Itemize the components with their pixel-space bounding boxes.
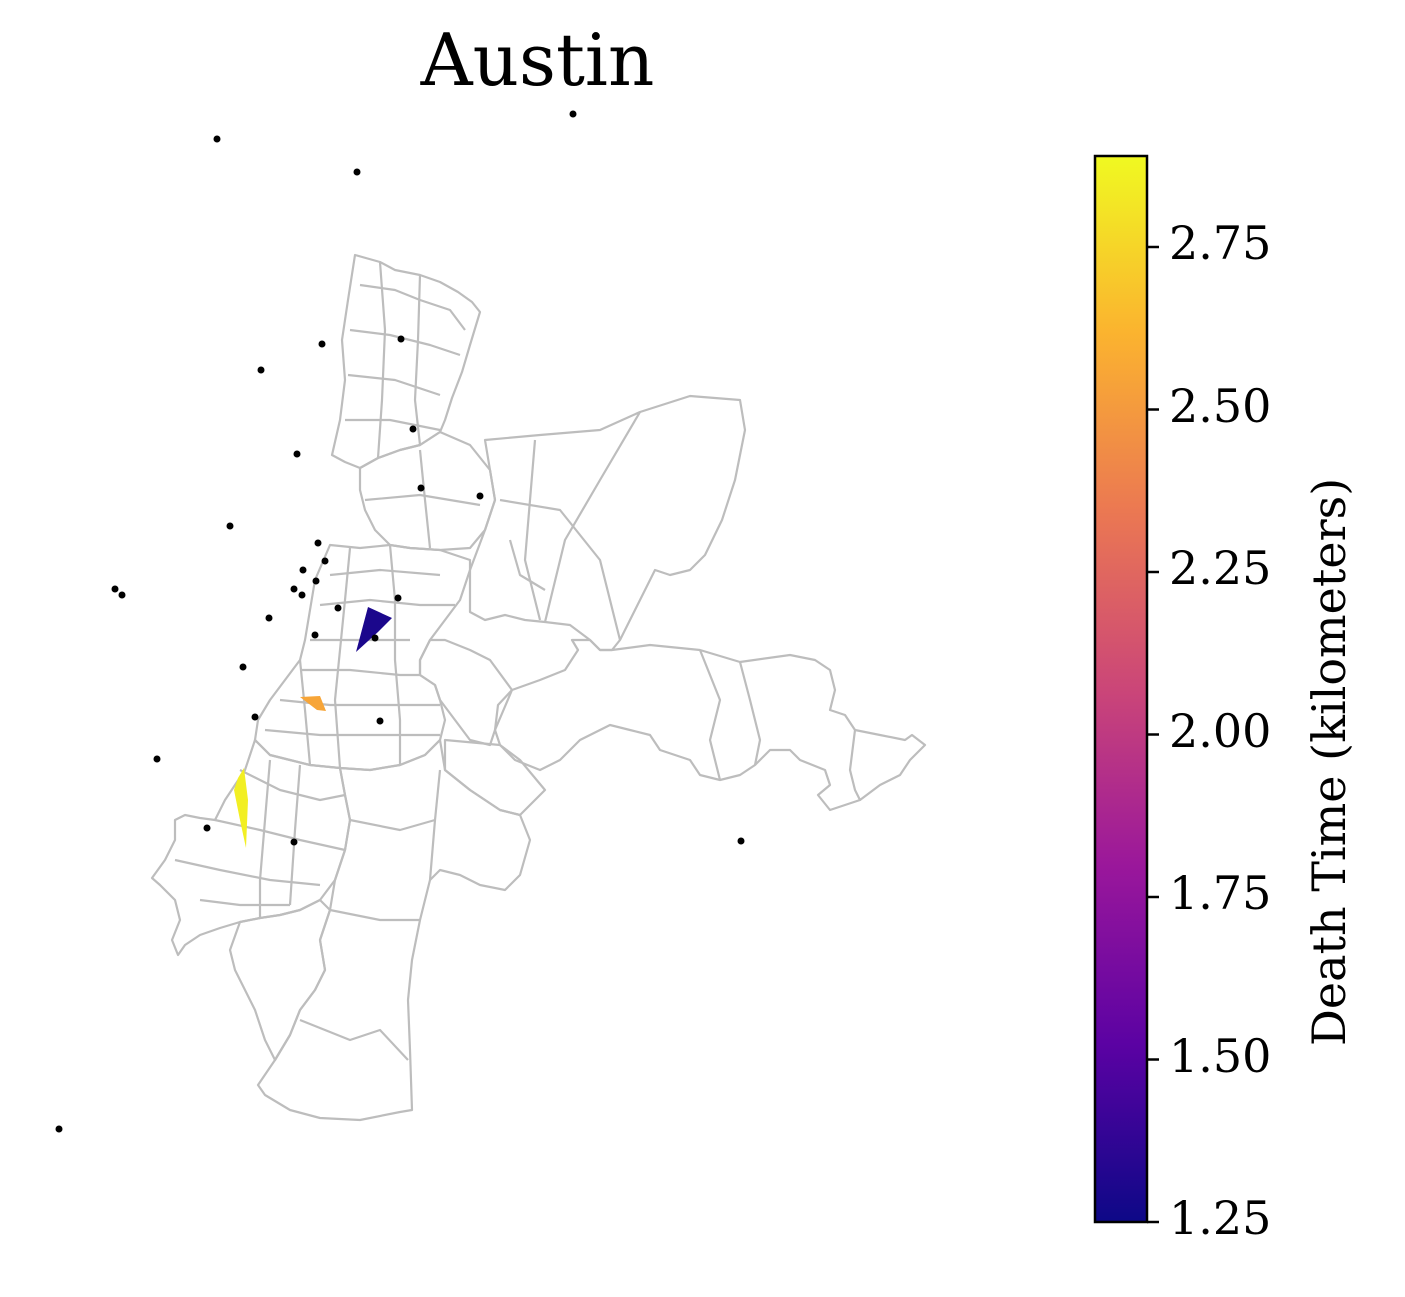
point-marker [299, 566, 307, 574]
tract-line [174, 858, 321, 887]
colorbar-tick-label: 1.50 [1169, 1028, 1272, 1083]
tract-line [854, 728, 927, 801]
map-title: Austin [420, 18, 655, 102]
point-marker [298, 591, 306, 599]
tract-outline [228, 898, 332, 1062]
tract-line [349, 818, 436, 832]
point-marker [394, 594, 402, 602]
tract-line [199, 898, 290, 907]
tract-line [738, 661, 762, 766]
point-marker [476, 492, 484, 500]
colorbar-tick-label: 2.50 [1169, 378, 1272, 433]
tract-outline [253, 543, 472, 772]
region-north [356, 607, 392, 652]
tract-line [388, 544, 402, 765]
point-marker [111, 585, 119, 593]
tract-line [239, 769, 346, 802]
point-marker [376, 717, 384, 725]
tract-outline [418, 638, 514, 747]
point-marker [55, 1125, 63, 1133]
tract-line [214, 818, 346, 852]
point-marker [569, 110, 577, 118]
tract-line [523, 439, 542, 621]
highlighted-regions [234, 607, 392, 848]
tract-line [264, 728, 440, 737]
tract-line [543, 411, 641, 623]
colorbar-frame [1093, 154, 1149, 1224]
tract-line [364, 493, 481, 507]
tract-line [288, 764, 302, 906]
tract-line [698, 649, 722, 781]
point-marker [153, 755, 161, 763]
tract-line [298, 659, 312, 766]
point-marker [290, 838, 298, 846]
colorbar-label: Death Time (kilometers) [1302, 477, 1356, 1046]
point-marker [312, 577, 320, 585]
tract-line [300, 668, 420, 677]
point-marker [371, 634, 379, 642]
tract-line [329, 908, 420, 922]
point-marker [318, 340, 326, 348]
point-markers [55, 110, 745, 1133]
colorbar [1093, 154, 1159, 1224]
point-marker [213, 135, 221, 143]
point-marker [118, 591, 126, 599]
tract-outline [493, 638, 862, 812]
point-marker [239, 663, 247, 671]
region-south [234, 768, 248, 848]
tract-line [359, 283, 466, 331]
tract-outline [256, 738, 532, 1122]
tract-line [376, 261, 387, 459]
tract-outline [468, 394, 747, 652]
tract-line [347, 373, 441, 397]
colorbar-tick-label: 2.25 [1169, 541, 1272, 595]
point-marker [311, 631, 319, 639]
colorbar-tick-label: 1.75 [1169, 866, 1272, 920]
tract-line [508, 539, 546, 591]
tract-line [319, 598, 455, 607]
tract-line [345, 418, 441, 432]
colorbar-tick-label: 2.75 [1169, 216, 1272, 270]
tract-outline [443, 738, 547, 817]
colorbar-gradient [1095, 156, 1147, 1222]
tract-line [299, 1018, 409, 1061]
point-marker [203, 824, 211, 832]
region-middle [300, 696, 326, 711]
point-marker [353, 168, 361, 176]
tract-line [499, 498, 622, 641]
point-marker [257, 366, 265, 374]
point-marker [737, 837, 745, 845]
tract-line [349, 328, 461, 357]
point-marker [293, 450, 301, 458]
point-marker [265, 614, 273, 622]
point-marker [226, 522, 234, 530]
colorbar-tick-label: 2.00 [1169, 703, 1272, 758]
point-marker [417, 484, 425, 492]
colorbar-ticks [1147, 245, 1159, 1224]
colorbar-tick-label: 1.25 [1169, 1191, 1272, 1245]
point-marker [397, 335, 405, 343]
point-marker [314, 539, 322, 547]
tract-line [258, 759, 272, 918]
point-marker [321, 557, 329, 565]
point-marker [334, 604, 342, 612]
tract-line [428, 769, 442, 881]
point-marker [409, 425, 417, 433]
tract-line [418, 449, 432, 549]
tract-line [333, 547, 352, 769]
point-marker [290, 585, 298, 593]
tract-outline [150, 738, 352, 957]
point-marker [251, 713, 259, 721]
tract-outline [330, 253, 482, 470]
census-tract-outlines [150, 253, 927, 1122]
tract-line [413, 274, 422, 446]
